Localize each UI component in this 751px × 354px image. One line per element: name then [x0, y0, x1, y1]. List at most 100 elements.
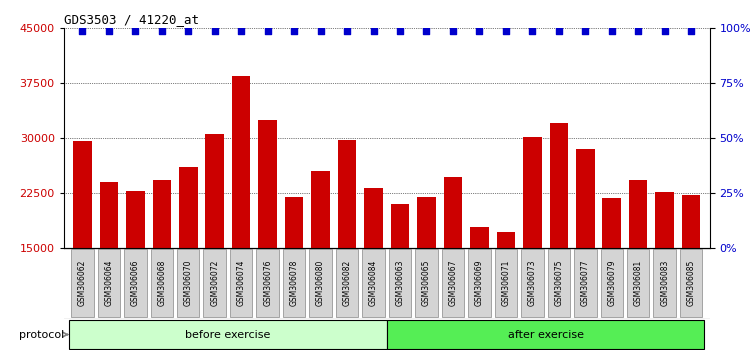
Point	[606, 28, 618, 33]
Text: GSM306074: GSM306074	[237, 260, 246, 307]
Bar	[391, 204, 409, 248]
Bar	[232, 76, 250, 248]
FancyBboxPatch shape	[601, 249, 623, 317]
Text: GSM306069: GSM306069	[475, 260, 484, 307]
Point	[77, 28, 89, 33]
FancyBboxPatch shape	[387, 320, 704, 349]
FancyBboxPatch shape	[680, 249, 702, 317]
FancyBboxPatch shape	[124, 249, 146, 317]
FancyBboxPatch shape	[309, 249, 332, 317]
Text: GSM306077: GSM306077	[581, 260, 590, 307]
Point	[155, 28, 167, 33]
Bar	[152, 181, 171, 248]
FancyBboxPatch shape	[468, 249, 490, 317]
Text: GSM306067: GSM306067	[448, 260, 457, 307]
Bar	[523, 137, 541, 248]
Point	[209, 28, 221, 33]
Text: before exercise: before exercise	[185, 330, 270, 339]
Text: GDS3503 / 41220_at: GDS3503 / 41220_at	[64, 13, 199, 26]
Text: GSM306081: GSM306081	[634, 260, 643, 306]
Point	[129, 28, 141, 33]
Text: GSM306065: GSM306065	[422, 260, 431, 307]
Point	[659, 28, 671, 33]
Text: GSM306063: GSM306063	[396, 260, 405, 307]
FancyBboxPatch shape	[256, 249, 279, 317]
FancyBboxPatch shape	[547, 249, 570, 317]
Point	[235, 28, 247, 33]
Bar	[550, 124, 568, 248]
FancyBboxPatch shape	[521, 249, 544, 317]
FancyBboxPatch shape	[177, 249, 200, 317]
Point	[553, 28, 565, 33]
FancyBboxPatch shape	[415, 249, 438, 317]
Bar	[444, 177, 462, 248]
Point	[367, 28, 379, 33]
FancyBboxPatch shape	[574, 249, 596, 317]
Bar	[73, 141, 92, 248]
Text: GSM306064: GSM306064	[104, 260, 113, 307]
Point	[579, 28, 591, 33]
Text: GSM306083: GSM306083	[660, 260, 669, 307]
Bar	[682, 195, 701, 248]
FancyBboxPatch shape	[204, 249, 226, 317]
Text: GSM306066: GSM306066	[131, 260, 140, 307]
FancyBboxPatch shape	[389, 249, 412, 317]
Text: after exercise: after exercise	[508, 330, 584, 339]
Bar	[629, 180, 647, 248]
Text: GSM306072: GSM306072	[210, 260, 219, 307]
Text: GSM306078: GSM306078	[290, 260, 299, 307]
FancyBboxPatch shape	[627, 249, 650, 317]
Point	[182, 28, 195, 33]
Bar	[576, 149, 595, 248]
Point	[473, 28, 485, 33]
FancyBboxPatch shape	[442, 249, 464, 317]
Text: GSM306082: GSM306082	[342, 260, 351, 306]
Text: GSM306062: GSM306062	[78, 260, 87, 307]
Text: GSM306079: GSM306079	[608, 260, 617, 307]
FancyBboxPatch shape	[69, 320, 387, 349]
Bar	[602, 198, 621, 248]
FancyBboxPatch shape	[495, 249, 517, 317]
Bar	[100, 182, 118, 248]
Bar	[470, 227, 489, 248]
Text: GSM306076: GSM306076	[263, 260, 272, 307]
FancyBboxPatch shape	[362, 249, 385, 317]
Point	[394, 28, 406, 33]
Point	[500, 28, 512, 33]
Text: GSM306068: GSM306068	[157, 260, 166, 307]
Text: GSM306080: GSM306080	[316, 260, 325, 307]
Point	[526, 28, 538, 33]
Bar	[206, 135, 224, 248]
Point	[288, 28, 300, 33]
FancyBboxPatch shape	[336, 249, 358, 317]
FancyBboxPatch shape	[230, 249, 252, 317]
Bar	[656, 192, 674, 248]
Bar	[418, 196, 436, 248]
Bar	[126, 192, 144, 248]
FancyBboxPatch shape	[71, 249, 94, 317]
Text: GSM306070: GSM306070	[184, 260, 193, 307]
Point	[103, 28, 115, 33]
Point	[341, 28, 353, 33]
FancyBboxPatch shape	[653, 249, 676, 317]
Text: GSM306071: GSM306071	[502, 260, 511, 307]
FancyBboxPatch shape	[150, 249, 173, 317]
Bar	[364, 188, 383, 248]
Point	[632, 28, 644, 33]
Bar	[496, 232, 515, 248]
Text: GSM306085: GSM306085	[686, 260, 695, 307]
Point	[261, 28, 273, 33]
Point	[315, 28, 327, 33]
Text: GSM306075: GSM306075	[554, 260, 563, 307]
Bar	[285, 196, 303, 248]
Text: GSM306084: GSM306084	[369, 260, 378, 307]
FancyBboxPatch shape	[98, 249, 120, 317]
Text: GSM306073: GSM306073	[528, 260, 537, 307]
Bar	[338, 139, 356, 248]
Bar	[258, 120, 277, 248]
Point	[447, 28, 459, 33]
Bar	[312, 171, 330, 248]
Text: protocol: protocol	[19, 330, 68, 339]
Point	[421, 28, 433, 33]
Point	[685, 28, 697, 33]
